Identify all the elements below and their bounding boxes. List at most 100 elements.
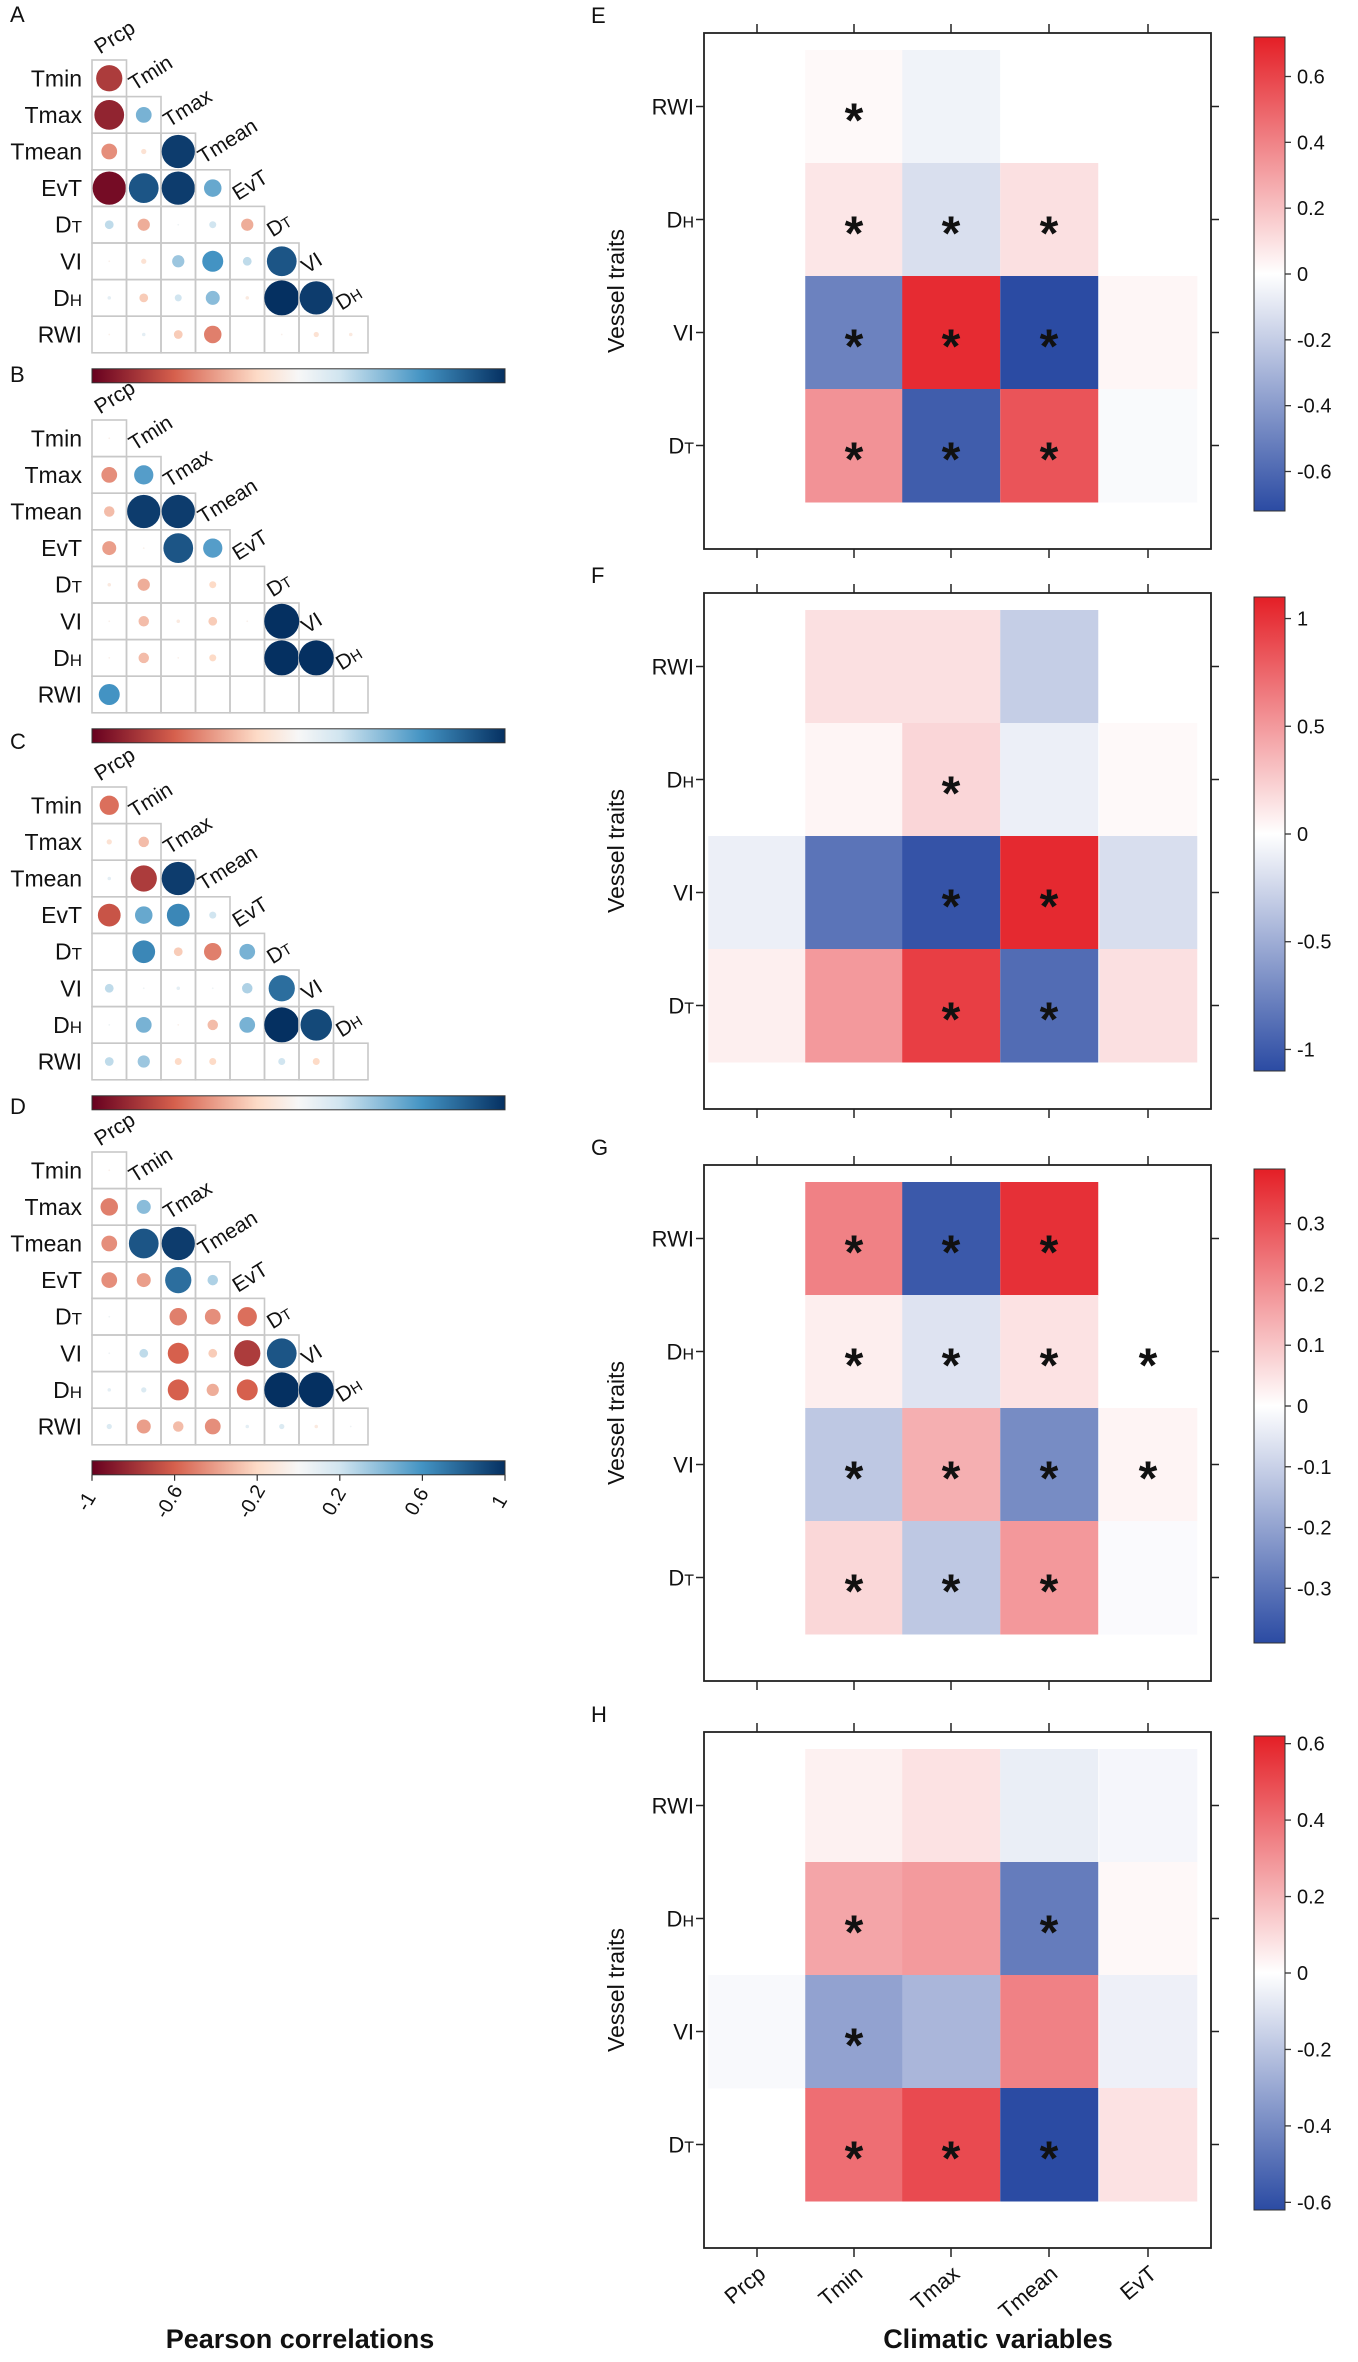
cell	[332, 315, 369, 354]
heat-cell	[1000, 2088, 1099, 2202]
corr-circle	[279, 1423, 285, 1430]
diagonal-label: DH	[332, 1009, 366, 1042]
heat-cell	[805, 1295, 904, 1409]
heat-cell	[805, 1521, 904, 1635]
corr-circle	[205, 290, 220, 305]
colorbar	[91, 728, 506, 744]
row-label: DH	[53, 285, 82, 311]
corr-circle	[141, 1387, 147, 1393]
corr-circle	[234, 1340, 261, 1367]
significance-mark: *	[1040, 1566, 1059, 1619]
heat-cell	[902, 1749, 1001, 1863]
heat-cell	[902, 1975, 1001, 2089]
colorbar-tick-label: 0.6	[1297, 1734, 1325, 1756]
corr-circle	[108, 620, 111, 623]
heat-cell	[708, 1975, 807, 2089]
significance-mark: *	[942, 1227, 961, 1280]
diagonal-label: Tmean	[194, 474, 262, 528]
diagonal-label: Tmean	[194, 841, 262, 895]
colorbar-tick-label: -1	[73, 1489, 101, 1515]
corr-circle	[101, 467, 118, 483]
panel-letter: H	[591, 1702, 607, 1727]
row-label: EvT	[41, 902, 82, 928]
heat-cell	[902, 836, 1001, 950]
colorbar-tick-label: 1	[1297, 609, 1308, 631]
corr-circle	[104, 220, 114, 230]
colorbar	[1253, 1735, 1286, 2211]
corr-panel-a: ATminTmaxTmeanEvTDTVIDHRWIPrcpTminTmaxTm…	[10, 2, 506, 384]
corr-circle	[264, 1372, 300, 1408]
corr-circle	[268, 975, 295, 1002]
corr-circle	[298, 1372, 334, 1408]
significance-mark: *	[942, 881, 961, 934]
cell	[194, 675, 231, 714]
corr-circle	[204, 179, 222, 197]
corr-panel-b: BTminTmaxTmeanEvTDTVIDHRWIPrcpTminTmaxTm…	[10, 362, 506, 744]
significance-mark: *	[1040, 881, 1059, 934]
heat-cell	[1099, 1862, 1198, 1976]
corr-circle	[206, 1383, 219, 1397]
significance-mark: *	[845, 434, 864, 487]
significance-mark: *	[845, 1227, 864, 1280]
corr-circle	[300, 1009, 332, 1041]
corr-panel-d: DTminTmaxTmeanEvTDTVIDHRWIPrcpTminTmaxTm…	[10, 1094, 512, 1522]
significance-mark: *	[845, 321, 864, 374]
panel-letter: E	[591, 3, 606, 28]
corr-circle	[299, 281, 333, 315]
cell	[125, 1297, 162, 1336]
corr-circle	[108, 1169, 111, 1172]
significance-mark: *	[942, 321, 961, 374]
heat-cell	[902, 389, 1001, 503]
significance-mark: *	[1040, 434, 1059, 487]
significance-mark: *	[845, 95, 864, 148]
heat-cell	[805, 723, 904, 837]
panel-letter: C	[10, 729, 26, 754]
heat-cell	[1099, 389, 1198, 503]
corr-circle	[135, 906, 153, 924]
corr-circle	[108, 657, 111, 659]
plot-frame	[703, 32, 1212, 550]
cell	[229, 315, 266, 354]
heat-cell	[1099, 2088, 1198, 2202]
corr-circle	[108, 333, 111, 336]
corr-circle	[138, 652, 149, 664]
significance-mark: *	[845, 2020, 864, 2073]
corr-circle	[202, 250, 224, 272]
diagonal-label: Tmax	[159, 444, 216, 492]
heat-cell	[1000, 836, 1099, 950]
colorbar-tick-label: -0.1	[1297, 1457, 1331, 1479]
row-label: Tmin	[31, 65, 82, 91]
corr-circle	[280, 333, 283, 336]
y-tick-label: DT	[668, 2133, 694, 2158]
corr-circle	[208, 1348, 218, 1358]
diagonal-label: VI	[297, 248, 326, 278]
heat-cell	[1099, 1521, 1198, 1635]
corr-circle	[242, 983, 253, 994]
significance-mark: *	[845, 1340, 864, 1393]
row-label: Tmean	[10, 866, 82, 892]
cell	[298, 675, 335, 714]
heat-cell	[902, 949, 1001, 1063]
diagonal-label: EvT	[228, 893, 272, 932]
corr-circle	[137, 218, 150, 231]
heat-cell	[805, 1408, 904, 1522]
colorbar-tick-label: 0.2	[1297, 1887, 1325, 1909]
corr-circle	[161, 134, 195, 169]
corr-circle	[211, 987, 214, 990]
corr-circle	[242, 256, 252, 266]
corr-circle	[298, 640, 334, 676]
row-label: DT	[55, 939, 82, 965]
heat-cell	[1000, 1408, 1099, 1522]
y-tick-label: RWI	[652, 655, 694, 680]
heat-cell	[1099, 723, 1198, 837]
corr-circle	[127, 494, 161, 529]
diagonal-label: Prcp	[90, 743, 139, 785]
diagonal-label: EvT	[228, 526, 272, 565]
y-tick-label: DT	[668, 434, 694, 459]
corr-circle	[94, 100, 125, 130]
heat-cell	[1099, 1975, 1198, 2089]
y-tick-label: DH	[667, 1340, 694, 1365]
corr-circle	[266, 246, 297, 277]
heat-cell	[805, 389, 904, 503]
